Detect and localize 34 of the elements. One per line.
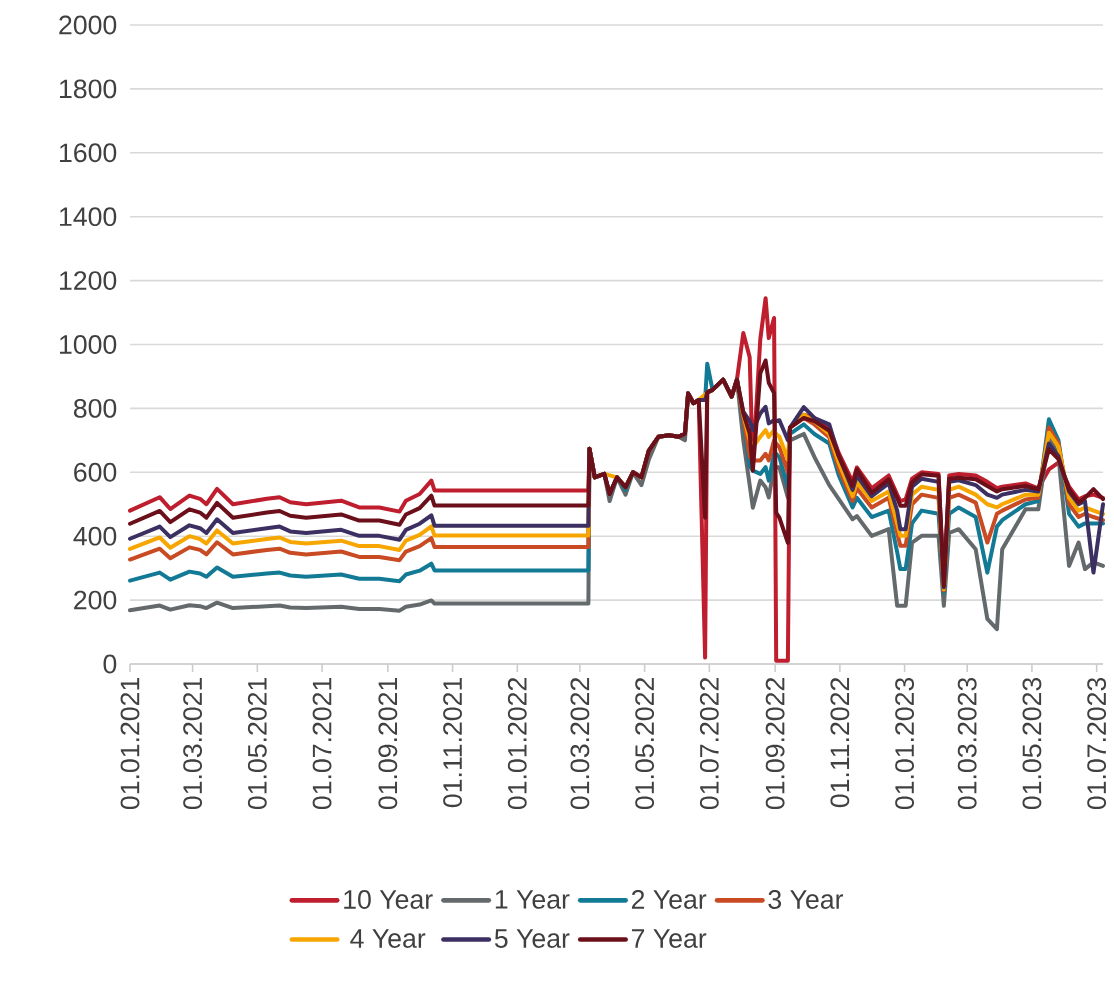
x-tick-label: 01.07.2021 — [312, 678, 332, 810]
legend-label: 7 Year — [631, 929, 707, 948]
legend-label: 1 Year — [495, 890, 570, 909]
legend-label: 5 Year — [494, 929, 570, 948]
x-tick-label: 01.01.2021 — [120, 678, 140, 810]
x-tick-label: 01.03.2022 — [570, 678, 590, 810]
y-tick-label: 0 — [103, 654, 117, 674]
x-tick-label: 01.09.2021 — [378, 678, 398, 810]
y-tick-label: 600 — [74, 462, 117, 482]
x-tick-label: 01.11.2022 — [830, 678, 850, 808]
y-tick-label: 200 — [74, 590, 117, 610]
x-tick-label: 01.07.2023 — [1087, 677, 1107, 810]
legend-label: 2 Year — [631, 890, 707, 909]
y-tick-label: 400 — [73, 526, 117, 546]
x-tick-label: 01.05.2023 — [1022, 677, 1042, 810]
x-tick-label: 01.03.2023 — [957, 677, 977, 810]
legend-label: 10 Year — [344, 890, 433, 909]
x-tick-label: 01.01.2023 — [895, 677, 915, 810]
x-tick-label: 01.01.2022 — [507, 678, 527, 810]
y-tick-label: 800 — [73, 398, 117, 418]
legend-label: 4 Year — [350, 929, 426, 948]
x-tick-label: 01.07.2022 — [699, 678, 719, 810]
x-tick-label: 01.09.2022 — [765, 678, 785, 810]
x-tick-label: 01.03.2021 — [183, 678, 203, 810]
y-tick-label: 1200 — [60, 271, 117, 291]
y-tick-label: 2000 — [59, 15, 117, 35]
x-tick-label: 01.05.2022 — [635, 678, 655, 810]
y-tick-label: 1600 — [60, 143, 117, 163]
x-tick-label: 01.05.2021 — [247, 678, 267, 810]
x-tick-label: 01.11.2021 — [443, 678, 462, 808]
y-tick-label: 1000 — [60, 335, 117, 354]
legend-label: 3 Year — [768, 890, 844, 909]
y-tick-label: 1400 — [60, 207, 117, 227]
y-tick-label: 1800 — [60, 79, 117, 99]
